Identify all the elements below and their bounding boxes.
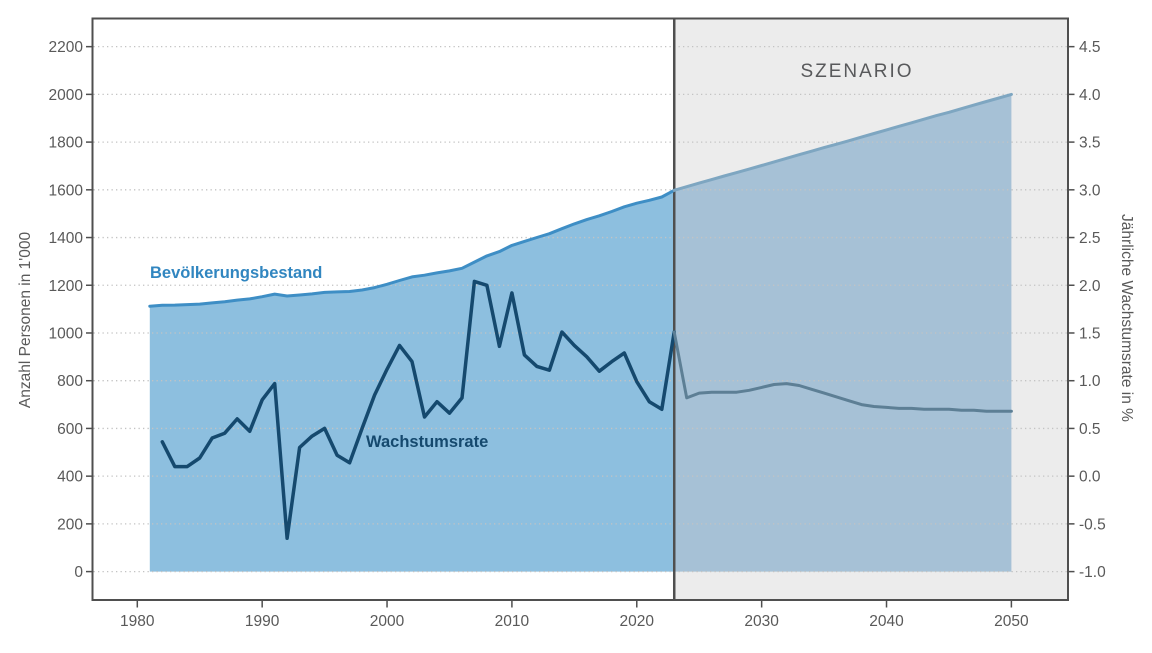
left-tick-label: 1400 xyxy=(49,230,84,247)
plot-border xyxy=(91,17,1069,601)
left-tick-label: 800 xyxy=(57,373,83,390)
population-line-observed xyxy=(148,188,676,308)
right-tick-label: 0.5 xyxy=(1079,421,1101,438)
x-tick-label: 2040 xyxy=(869,613,904,630)
population-line-scenario xyxy=(672,92,1013,192)
left-tick-label: 2000 xyxy=(49,87,84,104)
scenario-label: SZENARIO xyxy=(800,61,913,82)
right-tick-label: 1.5 xyxy=(1079,325,1101,342)
x-tick-label: 2050 xyxy=(994,613,1029,630)
x-tick-label: 2020 xyxy=(620,613,655,630)
x-tick-label: 2000 xyxy=(370,613,405,630)
left-tick-label: 1200 xyxy=(49,278,84,295)
growth-line-scenario xyxy=(672,330,1013,413)
right-tick-label: 2.5 xyxy=(1079,230,1101,247)
chart-axes-layer: 1980 1990 2000 2010 2020 2030 2040 205022002000… xyxy=(49,17,1106,630)
left-tick-label: 1800 xyxy=(49,135,84,152)
x-tick-label: 2030 xyxy=(744,613,779,630)
left-tick-label: 2200 xyxy=(49,39,84,56)
left-tick-label: 0 xyxy=(74,564,83,581)
left-tick-label: 1000 xyxy=(49,325,84,342)
growth-line-observed xyxy=(160,279,676,540)
right-tick-label: -1.0 xyxy=(1079,564,1106,581)
right-tick-label: -0.5 xyxy=(1079,516,1106,533)
right-tick-label: 3.5 xyxy=(1079,135,1101,152)
population-series-label: Bevölkerungsbestand xyxy=(150,264,322,282)
chart-plot-layer xyxy=(92,18,1068,600)
right-tick-label: 4.0 xyxy=(1079,87,1101,104)
right-tick-label: 2.0 xyxy=(1079,278,1101,295)
x-tick-label: 2010 xyxy=(495,613,530,630)
population-area-scenario xyxy=(674,94,1012,572)
left-tick-label: 1600 xyxy=(49,182,84,199)
left-tick-label: 200 xyxy=(57,516,83,533)
right-tick-label: 1.0 xyxy=(1079,373,1101,390)
growth-series-label: Wachstumsrate xyxy=(366,433,488,451)
right-tick-label: 3.0 xyxy=(1079,182,1101,199)
right-tick-label: 4.5 xyxy=(1079,39,1101,56)
x-tick-label: 1980 xyxy=(120,613,155,630)
left-tick-label: 400 xyxy=(57,469,83,486)
left-axis-title: Anzahl Personen in 1'000 xyxy=(17,232,34,409)
x-tick-label: 1990 xyxy=(245,613,280,630)
right-tick-label: 0.0 xyxy=(1079,469,1101,486)
left-tick-label: 600 xyxy=(57,421,83,438)
right-axis-title: Jährliche Wachstumsrate in % xyxy=(1118,214,1135,422)
